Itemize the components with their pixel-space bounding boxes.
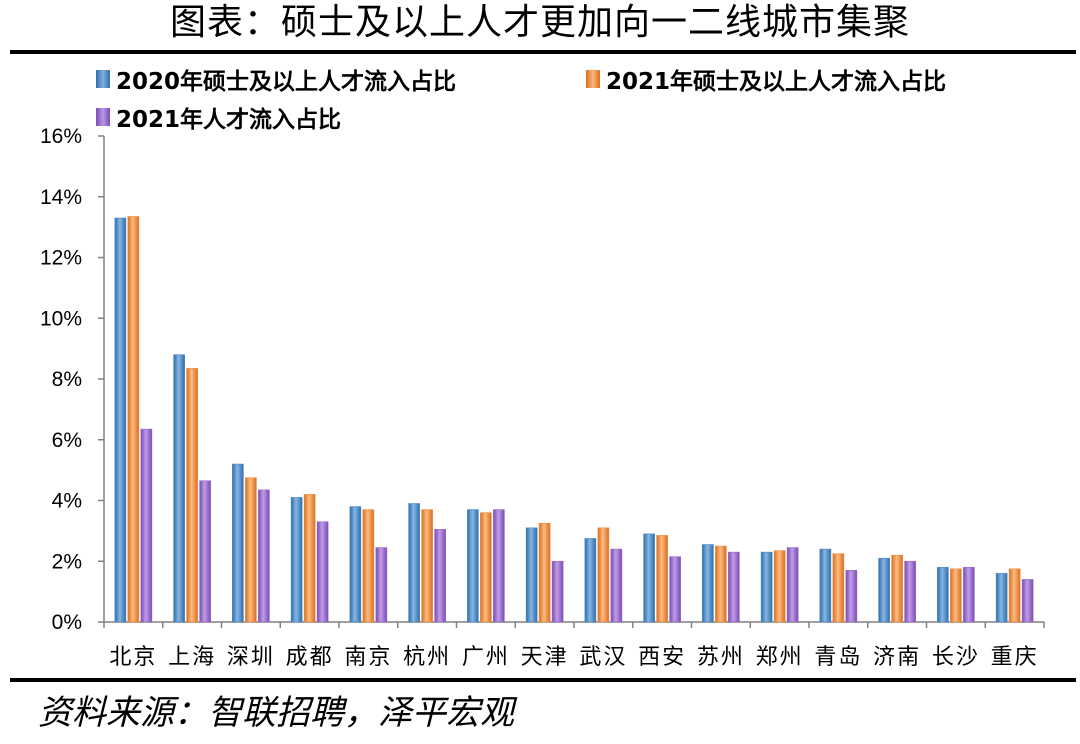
y-tick-label: 10%	[40, 307, 82, 330]
bar-2021-master	[127, 216, 140, 623]
x-tick-label: 南京	[344, 645, 392, 670]
bar-2021-master	[362, 509, 375, 623]
bar-2021-master	[538, 522, 551, 623]
bar-2021-talent	[551, 560, 564, 623]
source-divider	[10, 678, 1076, 682]
bar-2021-master	[832, 553, 845, 623]
bar-2021-master	[715, 545, 727, 623]
x-tick-label: 武汉	[579, 645, 627, 670]
bar-2020-master	[819, 548, 832, 623]
bar-2021-talent	[493, 509, 505, 623]
bar-2021-talent	[316, 521, 329, 623]
x-tick-label: 天津	[521, 645, 569, 670]
x-tick-label: 郑州	[756, 645, 804, 670]
bar-2021-talent	[140, 428, 153, 623]
legend-label-2020-master: 2020年硕士及以上人才流入占比	[116, 69, 457, 95]
x-tick-label: 苏州	[697, 645, 745, 670]
bar-2021-talent	[904, 560, 916, 623]
y-tick-label: 2%	[52, 550, 82, 573]
x-tick-label: 北京	[109, 645, 157, 670]
bar-2020-master	[467, 509, 479, 623]
y-tick-label: 12%	[40, 247, 82, 270]
bar-2021-talent	[434, 529, 446, 623]
x-tick-label: 成都	[286, 645, 334, 670]
y-tick-label: 4%	[52, 490, 82, 513]
bar-2020-master	[643, 533, 655, 623]
bar-2021-master	[773, 550, 786, 623]
bar-2021-master	[480, 512, 492, 623]
bar-2021-talent	[728, 551, 740, 623]
legend-swatch-2021-talent	[96, 108, 110, 126]
y-tick-label: 16%	[40, 125, 82, 148]
bar-2020-master	[408, 503, 420, 623]
x-tick-label: 深圳	[227, 645, 275, 670]
bar-2021-master	[186, 368, 198, 623]
bar-2020-master	[349, 506, 362, 623]
bar-2020-master	[584, 538, 597, 623]
bar-2021-master	[891, 554, 903, 623]
x-tick-label: 青岛	[814, 645, 862, 670]
bar-2021-master	[597, 527, 610, 623]
legend-label-2021-master: 2021年硕士及以上人才流入占比	[606, 69, 947, 95]
source-note: 资料来源：智联招聘，泽平宏观	[38, 693, 514, 733]
bar-2020-master	[173, 354, 185, 623]
x-tick-label: 上海	[168, 645, 216, 670]
legend-label-2021-talent: 2021年人才流入占比	[116, 107, 342, 133]
bar-2021-talent	[610, 548, 623, 623]
x-tick-label: 长沙	[932, 645, 980, 670]
bar-2021-talent	[1021, 579, 1034, 623]
bar-2020-master	[937, 567, 949, 623]
x-tick-label: 广州	[462, 645, 510, 670]
bar-2020-master	[878, 557, 890, 623]
bar-2021-talent	[199, 480, 211, 623]
bar-2021-master	[950, 568, 962, 623]
y-tick-label: 8%	[52, 368, 82, 391]
bar-2021-talent	[786, 547, 799, 623]
bar-2021-master	[421, 509, 433, 623]
legend-swatch-2020-master	[96, 70, 110, 88]
bar-2021-talent	[258, 489, 270, 623]
bar-2020-master	[114, 217, 127, 623]
bar-2021-talent	[963, 567, 975, 623]
bar-2021-talent	[669, 556, 681, 623]
x-tick-label: 杭州	[403, 645, 451, 670]
bar-2021-talent	[845, 570, 858, 623]
bar-2021-master	[303, 494, 316, 623]
bar-2020-master	[702, 544, 714, 623]
legend-swatch-2021-master	[586, 70, 600, 88]
bar-2020-master	[290, 497, 303, 623]
y-tick-label: 6%	[52, 429, 82, 452]
legend-item-2021-talent: 2021年人才流入占比	[96, 100, 341, 134]
bar-2020-master	[760, 551, 773, 623]
y-tick-label: 14%	[40, 186, 82, 209]
bar-2021-master	[1008, 568, 1021, 623]
bar-2020-master	[995, 573, 1008, 623]
page-title: 图表：硕士及以上人才更加向一二线城市集聚	[169, 2, 910, 43]
legend-item-2021-master: 2021年硕士及以上人才流入占比	[586, 62, 946, 96]
x-tick-label: 西安	[638, 645, 686, 670]
bar-2021-master	[656, 535, 668, 623]
bar-2020-master	[232, 463, 244, 623]
x-tick-label: 济南	[873, 645, 921, 670]
legend-item-2020-master: 2020年硕士及以上人才流入占比	[96, 62, 456, 96]
title-divider	[10, 50, 1076, 54]
bar-2021-master	[245, 477, 257, 623]
bar-2020-master	[525, 527, 538, 623]
x-tick-label: 重庆	[991, 645, 1039, 670]
bar-2021-talent	[375, 547, 388, 623]
y-tick-label: 0%	[52, 611, 82, 634]
